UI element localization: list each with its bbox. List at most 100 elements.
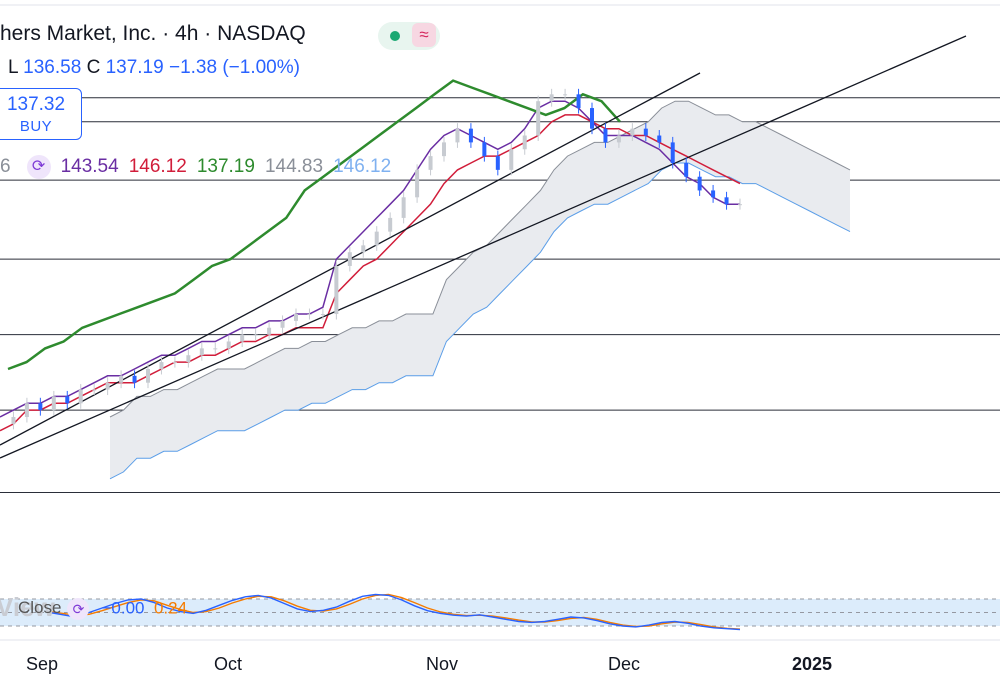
candle-body-34 (455, 128, 460, 143)
candle-body-37 (495, 156, 500, 170)
candle-body-16 (213, 348, 218, 350)
refresh-icon[interactable]: ⟳ (26, 155, 51, 179)
status-dot-icon (390, 31, 400, 41)
change-value: −1.38 (−1.00%) (168, 57, 300, 78)
candle-body-45 (603, 128, 608, 143)
stoch-label: Close (18, 598, 62, 618)
candle-body-4 (51, 396, 56, 411)
ind-v3: 137.19 (196, 156, 255, 178)
low-value: 136.58 (23, 57, 82, 78)
candle-body-17 (226, 341, 231, 349)
x-tick-sep: Sep (26, 654, 59, 674)
candle-body-30 (401, 197, 406, 218)
ohlc-readout: L 136.58 C 137.19 −1.38 (−1.00%) (8, 57, 300, 79)
candle-body-11 (146, 368, 150, 383)
tenkan-line (0, 100, 740, 418)
lagging-span-line (7, 79, 621, 371)
candle-body-3 (38, 403, 43, 411)
candle-body-2 (24, 403, 29, 418)
candle-body-1 (11, 417, 16, 424)
buy-price: 137.32 (6, 94, 66, 115)
x-tick-nov: Nov (426, 654, 459, 674)
candle-body-20 (267, 327, 272, 335)
candle-body-36 (482, 142, 487, 157)
candle-body-18 (240, 334, 245, 342)
candle-body-46 (616, 135, 621, 143)
candle-body-54 (724, 197, 729, 205)
close-key: C (86, 57, 101, 78)
candle-body-6 (78, 389, 83, 404)
candle-body-43 (576, 94, 581, 109)
candle-body-10 (132, 375, 137, 383)
candle-body-39 (522, 135, 527, 150)
ind-v2: 146.12 (128, 156, 187, 178)
ind-v4: 144.83 (264, 156, 324, 178)
kijun-line (0, 114, 741, 432)
watermark: View (0, 592, 55, 622)
candle-body-38 (509, 149, 514, 170)
ind-v1: 143.54 (60, 156, 119, 178)
x-tick-dec: Dec (608, 654, 641, 674)
x-tick-2025: 2025 (792, 654, 833, 674)
stoch-legend: Close ⟳ −0.00 0.24 (0, 598, 187, 620)
candle-body-22 (294, 314, 298, 321)
wave-icon: ≈ (412, 23, 436, 47)
candle-body-9 (119, 375, 124, 383)
cloud-lower-line (109, 162, 851, 480)
candle-body-35 (468, 128, 473, 143)
candle-body-12 (159, 362, 164, 369)
stoch-refresh-icon[interactable]: ⟳ (67, 598, 90, 620)
candle-body-50 (670, 142, 675, 163)
ind-first: 6 (0, 156, 11, 178)
candle-body-31 (415, 169, 420, 198)
stochastic-pane (0, 593, 1000, 631)
candle-body-13 (172, 362, 177, 364)
candle-body-41 (549, 94, 554, 102)
candle-body-21 (280, 320, 285, 328)
stoch-k-value: −0.00 (101, 598, 145, 618)
trend-line-2 (0, 35, 967, 459)
candle-body-42 (563, 94, 568, 96)
candle-body-26 (347, 252, 352, 266)
low-key: L (8, 57, 18, 78)
stoch-d-line (49, 593, 741, 630)
candle-body-28 (374, 231, 379, 246)
candle-body-47 (630, 128, 635, 136)
buy-label: BUY (19, 118, 53, 135)
candle-body-5 (65, 396, 70, 404)
candle-body-51 (684, 162, 689, 177)
candle-body-14 (186, 355, 191, 363)
candle-body-7 (92, 389, 97, 391)
cloud-fill (110, 101, 850, 479)
candle-body-23 (307, 314, 312, 316)
candle-body-53 (711, 190, 716, 198)
close-value: 137.19 (105, 57, 164, 78)
x-tick-oct: Oct (214, 654, 243, 674)
candle-body-19 (253, 334, 258, 336)
candle-body-33 (442, 142, 446, 157)
status-toggle[interactable]: ≈ (378, 22, 440, 50)
candle-body-27 (361, 245, 366, 253)
candle-body-29 (388, 217, 393, 232)
candle-body-40 (536, 101, 541, 136)
indicator-legend: 6 ⟳ 143.54 146.12 137.19 144.83 146.12 (0, 155, 401, 179)
indicator-lines (0, 79, 741, 432)
candle-body-52 (697, 176, 702, 191)
candle-body-44 (590, 108, 594, 129)
candle-body-25 (334, 265, 339, 315)
candle-body-55 (738, 204, 742, 206)
buy-button[interactable]: 137.32 BUY (0, 88, 82, 140)
candle-body-8 (105, 382, 110, 390)
candle-body-48 (643, 128, 648, 136)
ind-v5: 146.12 (333, 156, 392, 178)
trend-lines (0, 35, 967, 459)
stoch-k-line (49, 593, 741, 631)
chart-title: hers Market, Inc. · 4h · NASDAQ (0, 22, 306, 45)
candle-body-24 (320, 314, 325, 316)
candle-body-49 (657, 135, 662, 143)
stoch-d-value: 0.24 (153, 598, 188, 618)
candle-body-32 (428, 156, 433, 170)
candle-body-15 (199, 348, 204, 356)
candles (11, 88, 742, 430)
